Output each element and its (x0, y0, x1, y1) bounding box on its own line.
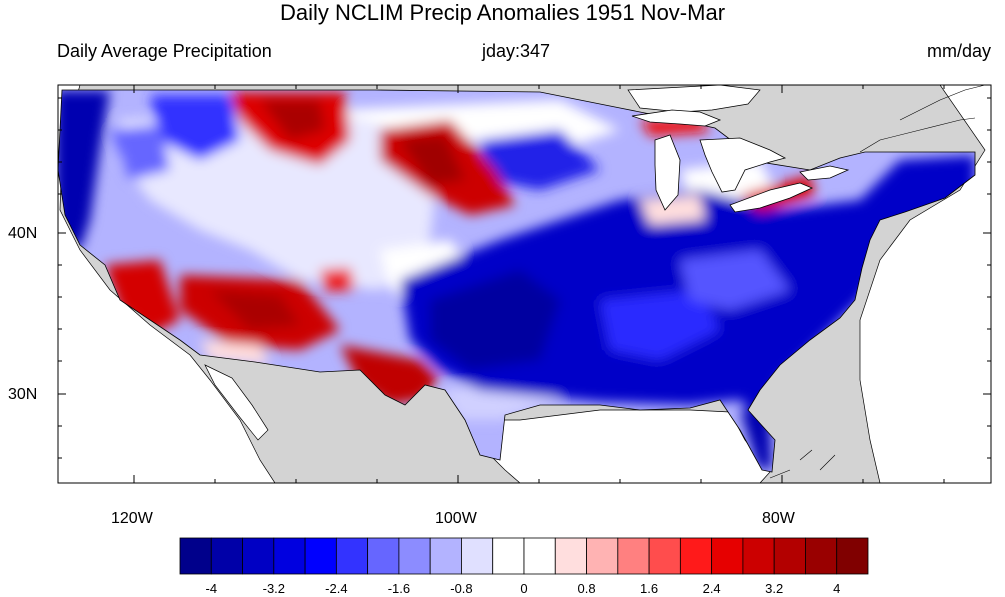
gulf-of-mexico (469, 409, 771, 484)
left-string: Daily Average Precipitation (57, 41, 272, 61)
colorbar-tick-label: 3.2 (765, 581, 784, 596)
colorbar-box (805, 537, 838, 575)
lake-erie (729, 182, 814, 213)
great-lakes (631, 109, 850, 213)
colorbar-tick-label: 0 (520, 581, 528, 596)
lat-label-40n: 40N (8, 225, 38, 242)
colorbar-box (711, 537, 744, 575)
latitude-ticks (58, 97, 991, 459)
colorbar-box (461, 537, 494, 575)
center-string: jday:347 (482, 41, 551, 61)
colorbar-box (679, 537, 713, 575)
colorbar-tick-label: -4 (205, 581, 218, 596)
colorbar-tick-label: -1.6 (387, 581, 411, 596)
colorbar-box (554, 537, 587, 575)
colorbar-tick-label: 4 (833, 581, 841, 596)
lat-label-30n: 30N (8, 386, 38, 403)
caribbean-islands (769, 449, 836, 479)
colorbar-tick-label: -2.4 (325, 581, 348, 596)
colorbar-box (398, 537, 431, 575)
lon-label-80w: 80W (762, 510, 795, 527)
colorbar-box (210, 537, 243, 575)
colorbar-box (586, 537, 619, 575)
canada-water (627, 84, 761, 113)
lake-superior (631, 109, 722, 127)
colorbar-box (492, 537, 525, 575)
colorbar-box (523, 537, 556, 575)
colorbar-box (179, 537, 212, 575)
colorbar-tick-label: 1.6 (640, 581, 659, 596)
lake-michigan (654, 134, 681, 211)
colorbar-box (335, 537, 369, 575)
colorbar-tick-label: 2.4 (702, 581, 721, 596)
colorbar-box (617, 537, 650, 575)
us-outline (57, 89, 976, 473)
lon-label-120w: 120W (111, 510, 153, 527)
colorbar-box (648, 537, 681, 575)
colorbar-box (304, 537, 337, 575)
lake-huron (699, 137, 787, 193)
map-title: Daily NCLIM Precip Anomalies 1951 Nov-Ma… (279, 0, 726, 25)
colorbar-tick-label: -0.8 (450, 581, 473, 596)
canada-coast (859, 117, 976, 153)
longitude-ticks (133, 85, 945, 483)
colorbar-box (836, 537, 869, 575)
colorbar-box (773, 537, 806, 575)
map-frame (57, 84, 992, 484)
colorbar-tick-label: -3.2 (262, 581, 286, 596)
colorbar-box (429, 537, 462, 575)
colorbar-box (242, 537, 275, 575)
colorbar-box (742, 537, 775, 575)
colorbar-tick-label: 0.8 (577, 581, 596, 596)
canada-coast-2 (899, 84, 986, 121)
units-string: mm/day (926, 41, 991, 61)
lake-ontario (799, 165, 850, 181)
colorbar-box (367, 537, 400, 575)
colorbar-box (273, 537, 306, 575)
colorbar (179, 537, 869, 575)
lon-label-100w: 100W (435, 510, 477, 527)
gulf-of-california (204, 364, 269, 441)
